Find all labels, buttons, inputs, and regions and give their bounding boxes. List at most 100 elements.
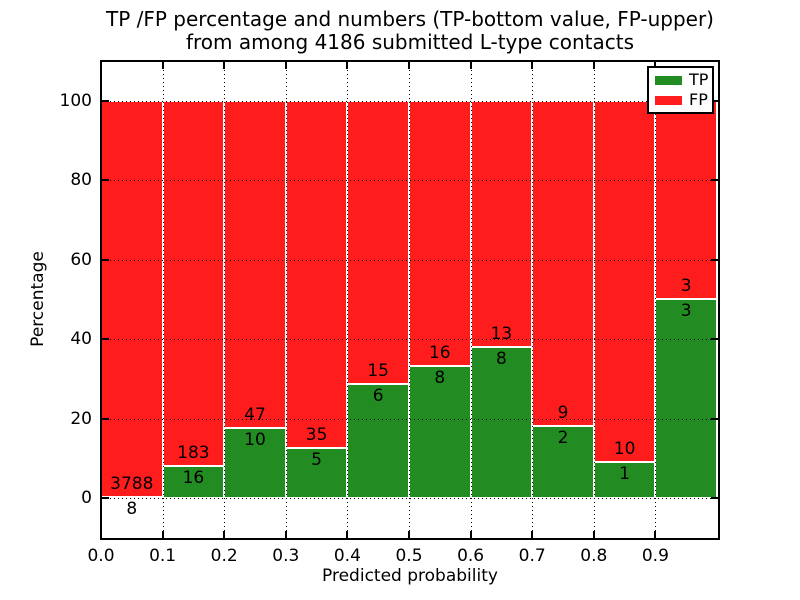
fp-count-label-bin6: 13 — [490, 323, 513, 344]
y-tick-label-60: 60 — [70, 249, 92, 270]
bar-segment-tp-bin8 — [593, 461, 656, 498]
tp-count-label-bin7: 2 — [557, 427, 569, 448]
gridline-x-0p4 — [347, 62, 349, 538]
gridline-x-0p7 — [532, 62, 534, 538]
bar-segment-tp-bin9 — [655, 299, 717, 498]
y-tick-left-0 — [102, 497, 109, 499]
tp-color-swatch — [655, 75, 682, 85]
fp-count-label-bin0: 3788 — [110, 474, 154, 495]
x-tick-top-1 — [161, 62, 164, 69]
y-tick-label-100: 100 — [59, 90, 92, 111]
x-tick-label-0.7: 0.7 — [518, 546, 546, 566]
gridline-x-0p6 — [470, 62, 472, 538]
tp-count-label-bin3: 5 — [311, 450, 322, 471]
bar-segment-tp-bin3 — [285, 448, 348, 498]
fp-count-label-bin9: 3 — [680, 276, 692, 297]
x-tick-label-0.1: 0.1 — [149, 546, 177, 566]
x-tick-label-0.2: 0.2 — [210, 546, 238, 566]
tp-count-label-bin8: 1 — [619, 463, 630, 484]
gridline-x-0p9 — [655, 62, 657, 538]
y-tick-label-40: 40 — [70, 329, 92, 349]
bottom-spine — [100, 538, 720, 540]
x-tick-label-0.3: 0.3 — [272, 546, 300, 566]
bar-segment-fp-bin3 — [285, 100, 348, 449]
x-tick-label-0.4: 0.4 — [333, 546, 361, 566]
tp-count-label-bin9: 3 — [680, 301, 692, 322]
bar-segment-fp-bin6 — [470, 100, 533, 347]
bar-segment-tp-bin4 — [347, 384, 409, 498]
x-tick-bottom-9 — [654, 531, 657, 538]
x-tick-top-9 — [654, 62, 657, 69]
tp-count-label-bin5: 8 — [434, 367, 446, 388]
fp-count-label-bin3: 35 — [305, 425, 328, 446]
x-tick-top-7 — [531, 62, 534, 69]
x-tick-top-8 — [592, 62, 595, 69]
plot-area: 3788 8 183 16 47 10 35 5 15 6 16 8 13 8 9 2 10 1 3 3 TP FP — [100, 60, 720, 540]
x-tick-bottom-0 — [100, 531, 102, 538]
gridline-y-80 — [102, 180, 718, 181]
gridline-y-20 — [102, 418, 718, 420]
fp-color-swatch — [655, 95, 682, 105]
x-tick-top-6 — [469, 62, 472, 69]
y-axis-label: Percentage — [28, 251, 48, 347]
right-spine — [718, 60, 720, 540]
bar-segment-fp-bin9 — [655, 100, 717, 300]
x-tick-label-0.0: 0.0 — [87, 546, 115, 566]
tp-count-label-bin1: 16 — [182, 468, 205, 489]
y-tick-left-20 — [102, 417, 109, 420]
fp-count-label-bin5: 16 — [428, 342, 451, 363]
y-tick-right-40 — [711, 338, 718, 340]
bar-segment-fp-bin8 — [593, 100, 656, 462]
y-tick-left-60 — [102, 258, 109, 261]
x-tick-bottom-2 — [223, 531, 226, 538]
x-tick-bottom-1 — [161, 531, 164, 538]
bar-segment-fp-bin1 — [162, 100, 225, 467]
tp-count-label-bin4: 6 — [372, 386, 384, 407]
tp-count-label-bin2: 10 — [244, 430, 266, 451]
y-tick-right-80 — [711, 179, 718, 181]
legend-label-fp: FP — [689, 90, 708, 109]
y-tick-left-80 — [102, 179, 109, 181]
bar-segment-fp-bin5 — [409, 100, 471, 366]
y-tick-label-20: 20 — [70, 408, 92, 429]
y-tick-right-0 — [711, 497, 718, 499]
x-tick-bottom-6 — [469, 531, 472, 538]
x-tick-label-0.5: 0.5 — [395, 546, 423, 566]
chart-title-line2: from among 4186 submitted L-type contact… — [185, 30, 635, 54]
y-tick-left-40 — [102, 338, 109, 340]
y-tick-label-80: 80 — [70, 170, 92, 190]
gridline-y-40 — [102, 339, 718, 340]
x-tick-label-0.9: 0.9 — [641, 546, 669, 566]
gridline-y-100 — [102, 100, 718, 102]
x-axis-label: Predicted probability — [322, 566, 498, 586]
chart-title: TP /FP percentage and numbers (TP-bottom… — [100, 8, 720, 54]
top-spine — [100, 60, 720, 62]
legend-item-fp: FP — [655, 92, 712, 108]
left-spine — [100, 60, 102, 540]
legend-item-tp: TP — [655, 72, 712, 88]
bar-segment-tp-bin2 — [224, 428, 286, 498]
x-tick-bottom-4 — [346, 531, 349, 538]
gridline-y-60 — [102, 259, 718, 261]
gridline-x-0p8 — [593, 62, 595, 538]
bar-segment-tp-bin6 — [470, 346, 533, 498]
y-tick-right-20 — [711, 417, 718, 420]
y-tick-label-0: 0 — [81, 488, 92, 508]
x-tick-top-2 — [223, 62, 226, 69]
y-tick-right-60 — [711, 258, 718, 261]
x-tick-top-4 — [346, 62, 349, 69]
x-tick-bottom-7 — [531, 531, 534, 538]
fp-count-label-bin1: 183 — [177, 443, 210, 464]
x-tick-top-5 — [408, 62, 410, 69]
x-tick-top-0 — [100, 62, 102, 69]
bar-segment-fp-bin7 — [532, 100, 594, 426]
y-tick-left-100 — [102, 99, 109, 102]
gridline-x-0p2 — [224, 62, 226, 538]
bar-segment-tp-bin7 — [532, 425, 594, 498]
gridline-x-0p5 — [409, 62, 410, 538]
y-tick-right-100 — [711, 99, 718, 102]
fp-count-label-bin4: 15 — [367, 361, 389, 382]
bar-segment-fp-bin2 — [224, 100, 286, 429]
x-tick-label-0.6: 0.6 — [457, 546, 485, 566]
